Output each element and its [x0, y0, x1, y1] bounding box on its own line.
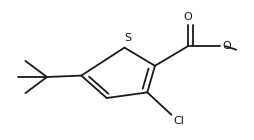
Text: O: O [184, 12, 192, 22]
Text: Cl: Cl [173, 116, 184, 125]
Text: S: S [125, 33, 132, 43]
Text: O: O [222, 41, 231, 51]
